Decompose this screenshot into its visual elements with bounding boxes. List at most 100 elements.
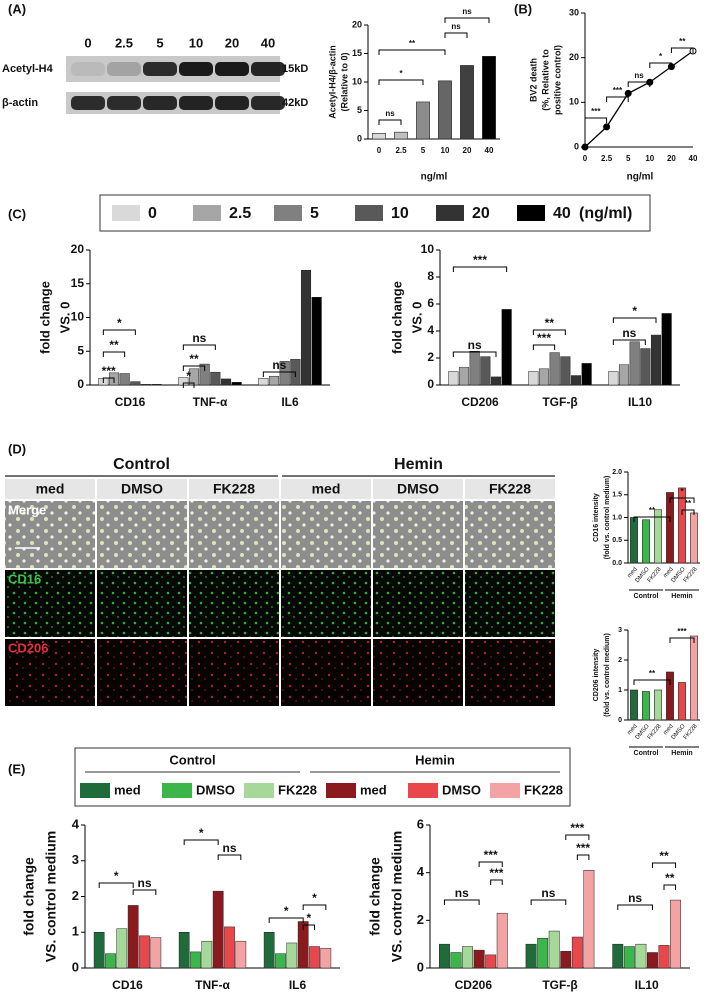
y-tick-label: 15	[352, 48, 362, 58]
x-tick-label: TNF-α	[195, 978, 230, 992]
bar	[220, 378, 232, 386]
x-tick-label: 2.5	[601, 154, 613, 163]
x-tick-label: TGF-β	[542, 395, 577, 409]
y-tick-label: 0	[427, 377, 434, 391]
significance-bracket	[649, 62, 672, 68]
significance-label: ***	[102, 364, 116, 378]
bar	[658, 945, 670, 969]
significance-label: *	[199, 826, 204, 840]
significance-label: ns	[462, 7, 472, 16]
lane-label: 40	[261, 35, 275, 50]
blot-row-label: β-actin	[2, 97, 38, 109]
x-tick-label: 10	[441, 146, 450, 155]
significance-bracket	[443, 899, 480, 905]
column-header	[373, 479, 463, 499]
significance-label: *	[306, 911, 311, 925]
significance-bracket	[612, 317, 657, 323]
y-tick-label: 0	[77, 377, 84, 391]
micrograph-image	[281, 501, 371, 568]
blot-band	[107, 62, 141, 76]
x-tick-label: 40	[485, 146, 494, 155]
x-tick-label: 20	[667, 154, 676, 163]
micrograph-image	[373, 639, 463, 706]
y-axis-label: VS. 0	[409, 302, 424, 334]
significance-label: ***	[591, 107, 601, 116]
micrograph-image	[97, 639, 187, 706]
bar	[670, 899, 682, 969]
micrograph-image	[465, 639, 555, 706]
legend-label: FK228	[278, 782, 317, 797]
significance-bracket	[669, 497, 695, 503]
x-tick-label: CD16	[115, 395, 146, 409]
blot-size-label: 42kD	[282, 97, 308, 109]
y-axis-label: fold change	[367, 857, 383, 936]
x-tick-label: 5	[421, 146, 426, 155]
x-tick-label: 40	[689, 154, 698, 163]
column-header	[189, 479, 279, 499]
bar	[661, 313, 672, 386]
y-tick-label: 4	[417, 864, 425, 879]
y-tick-label: 2	[72, 888, 79, 903]
legend-label: 40	[553, 205, 571, 222]
bar	[635, 943, 647, 969]
significance-bracket	[378, 119, 402, 125]
column-label: FK228	[213, 481, 255, 497]
bar	[231, 382, 242, 386]
x-tick-label: 10	[645, 154, 654, 163]
significance-label: *	[284, 904, 289, 918]
column-header	[97, 479, 187, 499]
y-tick-label: 0	[574, 141, 579, 151]
x-tick-label: 5	[626, 154, 631, 163]
legend-swatch	[112, 205, 140, 221]
bar	[654, 509, 662, 564]
bar	[485, 954, 497, 969]
bar	[560, 951, 572, 969]
significance-bracket	[530, 899, 567, 905]
x-tick-label: FK228	[647, 723, 663, 741]
significance-label: **	[679, 37, 686, 46]
y-tick-label: 1	[72, 924, 79, 939]
significance-label: *	[659, 52, 663, 61]
panel-label: (D)	[8, 441, 26, 456]
legend-swatch	[355, 205, 383, 221]
x-tick-label: 0	[377, 146, 382, 155]
legend-swatch	[326, 783, 356, 798]
significance-bracket	[98, 882, 134, 888]
bar	[263, 932, 275, 969]
bar	[268, 375, 280, 386]
group-header: Control	[113, 456, 170, 473]
legend-label: DMSO	[442, 782, 481, 797]
y-axis-label: VS. control medium	[389, 831, 405, 962]
x-axis-label: ng/ml	[421, 172, 448, 183]
bar	[105, 953, 116, 969]
significance-bracket	[182, 382, 195, 388]
significance-bracket	[183, 839, 219, 845]
significance-label: *	[117, 316, 122, 330]
significance-bracket	[532, 344, 556, 350]
bar	[460, 65, 474, 140]
bar	[666, 671, 674, 721]
bar	[630, 517, 638, 564]
lane-label: 10	[189, 35, 203, 50]
significance-label: ***	[537, 331, 551, 345]
significance-label: *	[114, 869, 119, 883]
column-label: DMSO	[397, 481, 439, 497]
significance-bracket	[627, 81, 651, 87]
y-tick-label: 1.5	[612, 492, 622, 499]
significance-bracket	[452, 351, 497, 357]
column-label: med	[36, 481, 65, 497]
bar	[119, 373, 130, 386]
x-tick-label: 2.5	[395, 146, 407, 155]
significance-bracket	[633, 516, 671, 522]
significance-label: ns	[192, 331, 206, 345]
significance-label: *	[186, 369, 191, 383]
bar	[462, 946, 474, 969]
bar	[570, 375, 582, 386]
column-label: FK228	[489, 481, 531, 497]
group-label: Control	[634, 750, 659, 757]
y-tick-label: 20	[569, 52, 579, 62]
legend-label: 10	[391, 205, 409, 222]
significance-label: **	[665, 871, 675, 885]
micrograph-image	[97, 570, 187, 637]
